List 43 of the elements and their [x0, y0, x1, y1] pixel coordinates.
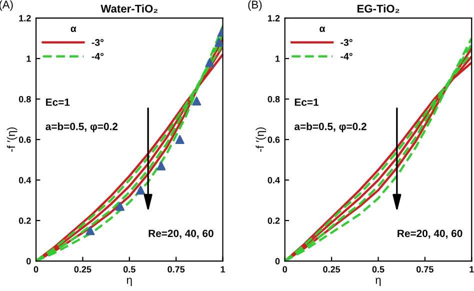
y-tick-label: 0.4 [18, 177, 32, 184]
x-axis-title: η [126, 278, 132, 286]
text: (B) [248, 0, 262, 11]
x-tick-label: 0.5 [123, 266, 136, 273]
x-tick-label: 0 [34, 266, 38, 273]
x-tick-label: 0.5 [372, 266, 384, 273]
y-tick-label: 0.8 [268, 96, 280, 102]
annotation: Ec=1 [294, 98, 319, 106]
legend-title: α [70, 26, 76, 32]
x-tick-label: 0.75 [416, 266, 434, 273]
annotation: a=b=0.5, φ=0.2 [294, 122, 366, 132]
y-tick-label: 1.2 [268, 15, 280, 22]
y-tick-label: 0.8 [18, 96, 31, 102]
legend-label: -3° [92, 39, 104, 46]
y-tick-label: 1.2 [19, 15, 31, 22]
x-tick-label: 0.75 [168, 266, 185, 273]
x-axis-title: η [376, 278, 381, 286]
y-axis-title: -f ′(η) [256, 127, 266, 152]
y-tick-label: 0.6 [268, 136, 280, 143]
x-tick-label: 0 [282, 266, 288, 273]
x-tick-label: 0.25 [74, 266, 92, 273]
annotation: Ec=1 [46, 98, 70, 106]
y-tick-label: 0 [26, 258, 31, 264]
y-tick-label: 1 [276, 56, 280, 62]
annotation: Re=20, 40, 60 [398, 230, 462, 239]
y-tick-label: 0 [275, 258, 280, 264]
legend-label: -3° [340, 39, 352, 46]
y-tick-label: 0.2 [18, 217, 31, 224]
x-tick-label: 1 [470, 266, 474, 272]
chart-title: EG-TiO₂ [357, 4, 400, 13]
y-tick-label: 0.4 [268, 177, 280, 184]
x-tick-label: 0.25 [323, 266, 340, 273]
annotation: a=b=0.5, φ=0.2 [46, 122, 118, 132]
y-tick-label: 1 [26, 56, 31, 62]
legend-title: α [320, 26, 326, 32]
y-axis-title: -f ′(η) [6, 127, 18, 152]
legend-label: -4° [340, 52, 352, 60]
y-tick-label: 0.6 [18, 136, 31, 143]
chart-title: Water-TiO₂ [100, 4, 158, 13]
legend-label: -4° [92, 52, 104, 60]
y-tick-label: 0.2 [268, 217, 280, 224]
annotation: Re=20, 40, 60 [148, 230, 214, 239]
x-tick-label: 1 [220, 266, 226, 272]
